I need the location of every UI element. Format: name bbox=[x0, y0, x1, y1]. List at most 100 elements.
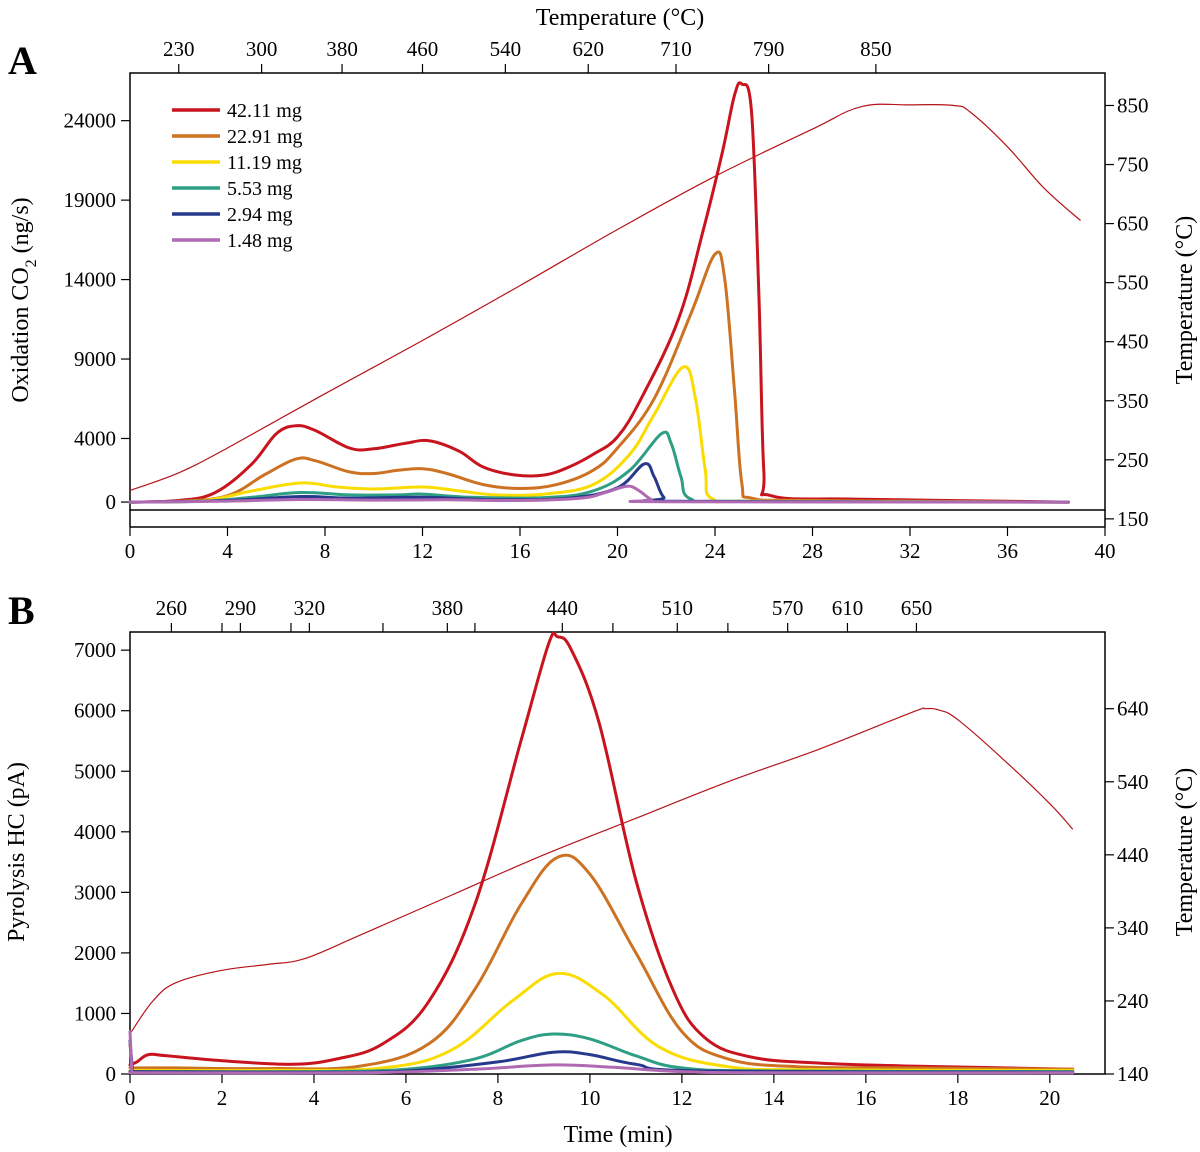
panel-a-y-axis-title: Oxidation CO2 (ng/s) bbox=[8, 197, 40, 402]
panel-b-x-tick-label: 20 bbox=[1039, 1086, 1060, 1110]
panel-a: A Temperature (°C) Oxidation CO2 (ng/s) … bbox=[8, 5, 1198, 563]
panel-a-y2-tick-label: 750 bbox=[1117, 153, 1149, 177]
panel-a-series-42-11-mg bbox=[128, 81, 1070, 504]
panel-a-x-tick-label: 12 bbox=[412, 539, 433, 563]
panel-a-top-tick-label: 460 bbox=[407, 37, 439, 61]
panel-a-x-tick-label: 8 bbox=[320, 539, 331, 563]
panel-b-y-axis-title: Pyrolysis HC (pA) bbox=[4, 762, 30, 942]
legend-label: 2.94 mg bbox=[227, 204, 293, 226]
panel-b-x-tick-label: 12 bbox=[671, 1086, 692, 1110]
panel-a-x-tick-label: 32 bbox=[900, 539, 921, 563]
panel-b-x-tick-label: 8 bbox=[493, 1086, 504, 1110]
panel-b-y2-tick-label: 340 bbox=[1117, 916, 1149, 940]
panel-a-y2-tick-label: 450 bbox=[1117, 330, 1149, 354]
panel-b-x-tick-label: 6 bbox=[401, 1086, 412, 1110]
panel-a-y-tick-label: 24000 bbox=[64, 109, 117, 133]
panel-a-ylabel-sub: 2 bbox=[23, 259, 40, 267]
panel-a-y-tick-label: 0 bbox=[106, 490, 117, 514]
panel-b-y2-tick-label: 640 bbox=[1117, 697, 1149, 721]
panel-a-x-tick-label: 16 bbox=[510, 539, 531, 563]
panel-b-temperature-line bbox=[129, 707, 1074, 1035]
legend-label: 5.53 mg bbox=[227, 178, 293, 200]
panel-b-series-1-48-mg bbox=[128, 1063, 1075, 1075]
panel-a-x-tick-label: 20 bbox=[607, 539, 628, 563]
legend-label: 42.11 mg bbox=[227, 100, 302, 122]
panel-a-y-tick-label: 19000 bbox=[64, 188, 117, 212]
panel-a-top-tick-label: 540 bbox=[490, 37, 522, 61]
panel-a-legend: 42.11 mg 22.91 mg 11.19 mg 5.53 mg 2.94 mg 1.… bbox=[172, 100, 303, 252]
panel-a-series-1-48-mg bbox=[128, 484, 1070, 504]
panel-a-x-tick-label: 0 bbox=[125, 539, 136, 563]
panel-a-y2-tick-label: 650 bbox=[1117, 212, 1149, 236]
panel-a-x-tick-label: 4 bbox=[222, 539, 233, 563]
panel-a-y2-tick-label: 350 bbox=[1117, 389, 1149, 413]
panel-b-temperature bbox=[129, 707, 1074, 1035]
panel-a-letter: A bbox=[8, 38, 37, 83]
panel-b-y2-axis-title: Temperature (°C) bbox=[1172, 768, 1198, 937]
panel-a-axes: 0 4 8 12 16 20 24 28 32 36 40 0 4000 9000 14000 19000 24… bbox=[64, 37, 1149, 563]
panel-b-y-tick-label: 3000 bbox=[74, 880, 116, 904]
panel-a-top-axis-title: Temperature (°C) bbox=[536, 5, 705, 31]
panel-b-axes: 0 2 4 6 8 10 12 14 16 18 20 0 1000 2000 3000 4000 5000 60… bbox=[74, 596, 1149, 1110]
panel-a-series-22-91-mg bbox=[128, 250, 1070, 504]
panel-a-y2-axis-title: Temperature (°C) bbox=[1172, 216, 1198, 385]
panel-a-ylabel-main: Oxidation CO bbox=[8, 267, 34, 402]
panel-a-y2-tick-label: 850 bbox=[1117, 93, 1149, 117]
panel-b-y-tick-label: 0 bbox=[106, 1062, 117, 1086]
legend-label: 11.19 mg bbox=[227, 152, 302, 174]
panel-a-x-tick-label: 40 bbox=[1095, 539, 1116, 563]
panel-b-x-tick-label: 10 bbox=[579, 1086, 600, 1110]
panel-b-y-tick-label: 4000 bbox=[74, 820, 116, 844]
panel-a-top-tick-label: 300 bbox=[246, 37, 278, 61]
panel-a-y-tick-label: 14000 bbox=[64, 268, 117, 292]
panel-b-top-tick-label: 440 bbox=[547, 596, 579, 620]
panel-b-series-42-11-mg bbox=[128, 631, 1075, 1071]
panel-b-series-22-91-mg bbox=[128, 853, 1075, 1071]
panel-b-x-tick-label: 14 bbox=[763, 1086, 785, 1110]
panel-a-top-tick-label: 710 bbox=[660, 37, 692, 61]
panel-b-x-tick-label: 2 bbox=[217, 1086, 228, 1110]
panel-b-x-tick-label: 18 bbox=[947, 1086, 968, 1110]
panel-a-top-tick-label: 850 bbox=[860, 37, 892, 61]
panel-a-y-tick-label: 4000 bbox=[74, 426, 116, 450]
panel-b-x-tick-label: 0 bbox=[125, 1086, 136, 1110]
panel-b-top-tick-label: 260 bbox=[156, 596, 188, 620]
panel-a-top-tick-label: 620 bbox=[573, 37, 605, 61]
panel-b: B Pyrolysis HC (pA) Temperature (°C) Tim… bbox=[4, 588, 1198, 1148]
panel-a-top-tick-label: 790 bbox=[753, 37, 785, 61]
panel-b-top-tick-label: 510 bbox=[662, 596, 694, 620]
panel-a-frame bbox=[129, 72, 1106, 511]
panel-a-x-tick-label: 36 bbox=[997, 539, 1018, 563]
panel-b-y-tick-label: 7000 bbox=[74, 638, 116, 662]
panel-a-y2-tick-label: 550 bbox=[1117, 271, 1149, 295]
legend-label: 22.91 mg bbox=[227, 126, 303, 148]
panel-b-series-group bbox=[128, 631, 1075, 1075]
panel-a-top-tick-label: 380 bbox=[326, 37, 358, 61]
panel-b-y-tick-label: 2000 bbox=[74, 941, 116, 965]
panel-b-frame bbox=[129, 631, 1106, 1075]
panel-b-x-tick-label: 16 bbox=[855, 1086, 876, 1110]
panel-b-y2-tick-label: 140 bbox=[1117, 1062, 1149, 1086]
panel-b-y2-tick-label: 440 bbox=[1117, 843, 1149, 867]
panel-b-top-tick-label: 650 bbox=[901, 596, 933, 620]
panel-a-ylabel-tail: (ng/s) bbox=[8, 197, 34, 259]
panel-a-y2-tick-label: 150 bbox=[1117, 507, 1149, 531]
panel-a-temperature-line bbox=[129, 103, 1081, 492]
panel-b-series-1-48-mg-start bbox=[128, 1030, 134, 1072]
panel-a-series-group bbox=[128, 81, 1070, 504]
panel-a-x-tick-label: 28 bbox=[802, 539, 823, 563]
panel-a-x-tick-label: 24 bbox=[705, 539, 727, 563]
panel-a-series-11-19-mg bbox=[128, 365, 1070, 504]
panel-b-y-tick-label: 6000 bbox=[74, 699, 116, 723]
panel-b-top-tick-label: 380 bbox=[432, 596, 464, 620]
panel-a-temperature bbox=[129, 103, 1081, 492]
legend-label: 1.48 mg bbox=[227, 230, 293, 252]
panel-a-top-tick-label: 230 bbox=[163, 37, 195, 61]
panel-b-top-tick-label: 570 bbox=[772, 596, 804, 620]
panel-b-y-tick-label: 5000 bbox=[74, 759, 116, 783]
panel-b-letter: B bbox=[8, 588, 35, 633]
panel-b-y-tick-label: 1000 bbox=[74, 1001, 116, 1025]
panel-b-y2-tick-label: 240 bbox=[1117, 989, 1149, 1013]
panel-b-top-tick-label: 610 bbox=[832, 596, 864, 620]
